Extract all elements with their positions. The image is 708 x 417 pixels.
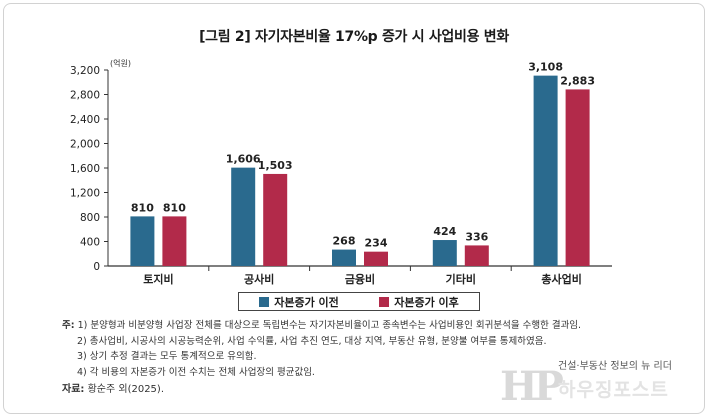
notes-label: 주: bbox=[62, 320, 75, 331]
y-tick-label: 400 bbox=[80, 237, 100, 249]
data-label: 810 bbox=[131, 201, 154, 214]
y-tick-label: 2,000 bbox=[70, 139, 100, 151]
watermark-tagline: 건설·부동산 정보의 뉴 리더 bbox=[558, 361, 672, 372]
source-text: 황순주 외(2025). bbox=[87, 384, 165, 395]
y-tick-label: 2,800 bbox=[70, 90, 100, 102]
note-text: 3) 상기 추정 결과는 모두 통계적으로 유의함. bbox=[77, 351, 257, 362]
data-label: 810 bbox=[163, 201, 186, 214]
y-tick-label: 800 bbox=[80, 212, 100, 224]
bar-after bbox=[464, 245, 489, 266]
x-tick-label: 총사업비 bbox=[541, 272, 581, 286]
legend-item-before: 자본증가 이전 bbox=[259, 294, 339, 310]
legend-swatch-after bbox=[379, 296, 390, 307]
bar-before bbox=[231, 167, 256, 266]
watermark: HP 건설·부동산 정보의 뉴 리더 하우징포스트 bbox=[500, 355, 708, 415]
y-tick-label: 1,600 bbox=[70, 163, 100, 175]
note-line: 2) 총사업비, 시공사의 시공능력순위, 사업 수익률, 사업 추진 연도, … bbox=[62, 334, 581, 350]
bar-after bbox=[364, 251, 388, 266]
data-label: 1,606 bbox=[226, 153, 261, 166]
data-label: 336 bbox=[465, 230, 488, 243]
note-line: 3) 상기 추정 결과는 모두 통계적으로 유의함. bbox=[62, 349, 581, 365]
chart-notes: 주: 1) 분양형과 비분양형 사업장 전체를 대상으로 독립변수는 자기자본비… bbox=[62, 318, 581, 380]
x-tick-label: 기타비 bbox=[446, 272, 476, 286]
note-text: 4) 각 비용의 자본증가 이전 수치는 전체 사업장의 평균값임. bbox=[77, 366, 315, 378]
legend-swatch-before bbox=[259, 296, 270, 307]
bar-after bbox=[162, 216, 187, 266]
note-line: 주: 1) 분양형과 비분양형 사업장 전체를 대상으로 독립변수는 자기자본비… bbox=[62, 318, 581, 334]
y-tick-label: 3,200 bbox=[70, 65, 100, 77]
x-tick-label: 토지비 bbox=[143, 272, 173, 286]
source-line: 자료: 황순주 외(2025). bbox=[62, 380, 164, 395]
data-label: 1,503 bbox=[258, 159, 293, 172]
data-label: 268 bbox=[333, 235, 356, 248]
legend: 자본증가 이전 자본증가 이후 bbox=[238, 292, 480, 311]
note-text: 1) 분양형과 비분양형 사업장 전체를 대상으로 독립변수는 자기자본비율이고… bbox=[77, 320, 582, 331]
bar-before bbox=[432, 240, 457, 266]
data-label: 3,108 bbox=[528, 61, 563, 74]
bar-after bbox=[263, 173, 288, 266]
figure-frame bbox=[3, 3, 705, 414]
legend-label-after: 자본증가 이후 bbox=[394, 295, 459, 309]
y-tick-label: 1,200 bbox=[70, 188, 100, 200]
bar-chart: 0 400 800 1,200 1,600 2,000 2,400 2,800 3,200 (억원… bbox=[70, 58, 612, 286]
source-label: 자료: bbox=[62, 384, 85, 395]
chart-title: [그림 2] 자기자본비율 17%p 증가 시 사업비용 변화 bbox=[199, 29, 509, 45]
bar-before bbox=[130, 216, 155, 266]
data-label: 234 bbox=[365, 237, 388, 250]
y-tick-label: 0 bbox=[93, 261, 100, 273]
legend-item-after: 자본증가 이후 bbox=[379, 294, 459, 310]
watermark-name: 하우징포스트 bbox=[558, 379, 669, 401]
bar-before bbox=[332, 249, 356, 266]
y-unit-label: (억원) bbox=[110, 58, 131, 68]
bar-before bbox=[533, 75, 558, 266]
data-label: 2,883 bbox=[560, 74, 595, 87]
watermark-logo: HP bbox=[500, 363, 564, 410]
legend-label-before: 자본증가 이전 bbox=[274, 295, 339, 309]
x-tick-label: 공사비 bbox=[244, 272, 274, 286]
note-line: 4) 각 비용의 자본증가 이전 수치는 전체 사업장의 평균값임. bbox=[62, 365, 581, 381]
bar-after bbox=[565, 89, 590, 266]
note-text: 2) 총사업비, 시공사의 시공능력순위, 사업 수익률, 사업 추진 연도, … bbox=[77, 335, 547, 347]
x-tick-label: 금융비 bbox=[345, 272, 375, 286]
y-tick-label: 2,400 bbox=[70, 114, 100, 126]
data-label: 424 bbox=[433, 225, 456, 238]
